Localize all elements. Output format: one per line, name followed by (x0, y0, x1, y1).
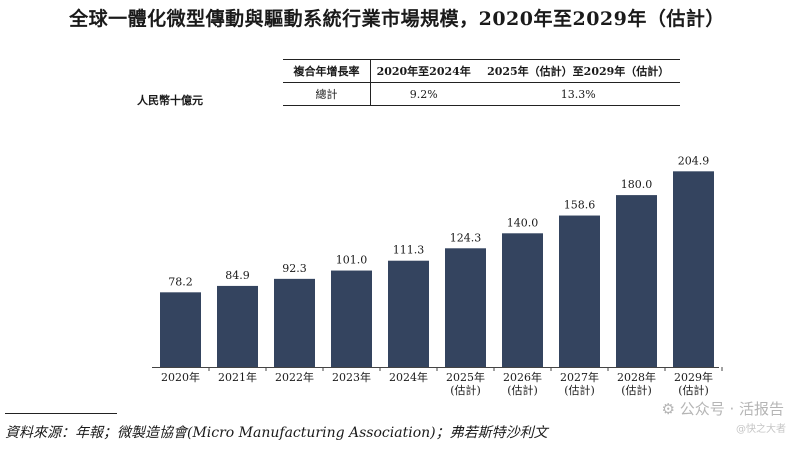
data-label: 140.0 (507, 216, 539, 229)
data-label: 111.3 (393, 244, 425, 257)
bar (559, 215, 600, 367)
x-tick-label: 2027年 (560, 370, 599, 384)
cagr-table: 複合年增長率 2020年至2024年 2025年（估計）至2029年（估計） 總… (283, 59, 680, 106)
bar (160, 292, 201, 367)
unit-label: 人民幣十億元 (137, 94, 203, 107)
x-tick-label: (估計) (564, 383, 595, 397)
source-note: 資料來源：年報；微製造協會(Micro Manufacturing Associ… (5, 425, 548, 441)
data-label: 78.2 (168, 275, 193, 288)
watermark-handle: @快之大者 (736, 424, 786, 435)
cagr-value-2: 13.3% (476, 82, 680, 106)
cagr-header-row: 複合年增長率 2020年至2024年 2025年（估計）至2029年（估計） (283, 59, 680, 83)
bar (445, 248, 486, 367)
cagr-header-period-1: 2020年至2024年 (370, 59, 477, 83)
data-label: 180.0 (621, 178, 653, 191)
watermark-text: 公众号 · 活报告 (679, 400, 784, 418)
cagr-total-row: 總計 9.2% 13.3% (283, 82, 680, 106)
data-label: 92.3 (282, 262, 307, 275)
bar (331, 270, 372, 367)
x-tick-label: 2021年 (218, 370, 257, 384)
x-tick-label: (估計) (621, 383, 652, 397)
cagr-row-label: 總計 (283, 82, 371, 106)
data-label: 124.3 (450, 231, 482, 244)
x-tick-label: 2020年 (161, 370, 200, 384)
cagr-header-label: 複合年增長率 (283, 59, 371, 83)
x-tick-label: 2026年 (503, 370, 542, 384)
data-label: 84.9 (225, 269, 250, 282)
x-tick-label: 2028年 (617, 370, 656, 384)
x-tick-label: (估計) (678, 383, 709, 397)
bar (274, 278, 315, 367)
cagr-header-period-2: 2025年（估計）至2029年（估計） (476, 59, 680, 83)
bar (217, 285, 258, 367)
x-tick-label: 2024年 (389, 370, 428, 384)
bar (388, 260, 429, 367)
cagr-value-1: 9.2% (370, 82, 477, 106)
data-label: 158.6 (564, 199, 596, 212)
data-label: 101.0 (336, 254, 368, 267)
x-tick-label: 2025年 (446, 370, 485, 384)
x-tick-label: 2023年 (332, 370, 371, 384)
x-tick-label: (估計) (450, 383, 481, 397)
x-tick-label: (估計) (507, 383, 538, 397)
data-label: 204.9 (678, 154, 710, 167)
bar (673, 171, 714, 367)
page-title: 全球一體化微型傳動與驅動系統行業市場規模，2020年至2029年（估計） (69, 8, 725, 30)
bar (616, 195, 657, 367)
x-tick-label: 2022年 (275, 370, 314, 384)
bar (502, 233, 543, 367)
watermark-logo: ⚙ 公众号 · 活报告 (661, 400, 784, 418)
footer-divider (5, 413, 117, 414)
x-tick-label: 2029年 (674, 370, 713, 384)
